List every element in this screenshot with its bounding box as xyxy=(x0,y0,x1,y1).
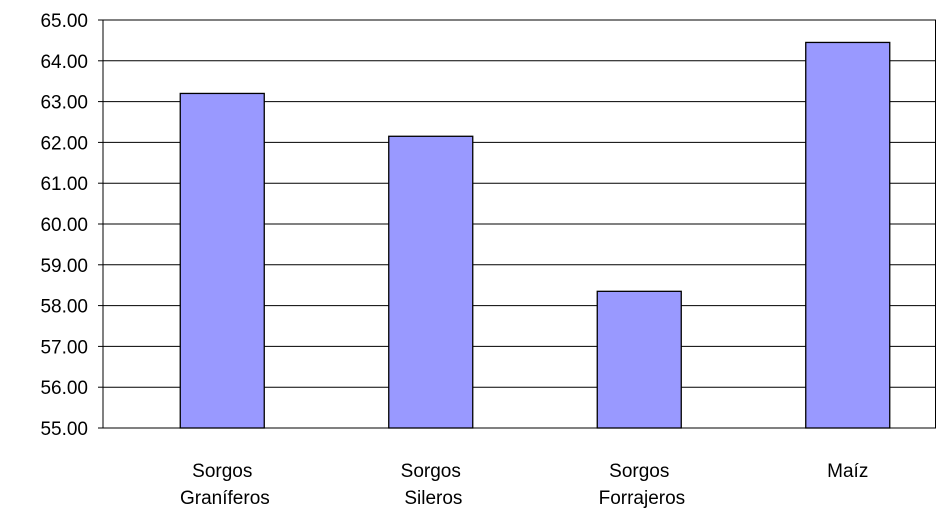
bar xyxy=(388,135,474,429)
x-tick-label: Sorgos Forrajeros xyxy=(593,461,685,509)
y-tick-label: 63.00 xyxy=(40,93,88,114)
y-tick-label: 56.00 xyxy=(40,378,88,399)
x-tick-label: Maíz xyxy=(827,461,868,482)
y-tick-label: 60.00 xyxy=(40,215,88,236)
y-tick-label: 64.00 xyxy=(40,52,88,73)
y-tick-label: 65.00 xyxy=(40,11,88,32)
y-tick-label: 55.00 xyxy=(40,419,88,440)
y-tick-label: 61.00 xyxy=(40,174,88,195)
bar xyxy=(805,41,891,429)
y-tick-label: 57.00 xyxy=(40,337,88,358)
x-tick-label: Sorgos Sileros xyxy=(399,461,462,509)
bar xyxy=(596,290,682,429)
y-tick-label: 62.00 xyxy=(40,133,88,154)
bar xyxy=(179,92,265,429)
x-tick-label: Sorgos Graníferos xyxy=(175,461,270,509)
y-tick-label: 59.00 xyxy=(40,256,88,277)
y-tick-label: 58.00 xyxy=(40,297,88,318)
